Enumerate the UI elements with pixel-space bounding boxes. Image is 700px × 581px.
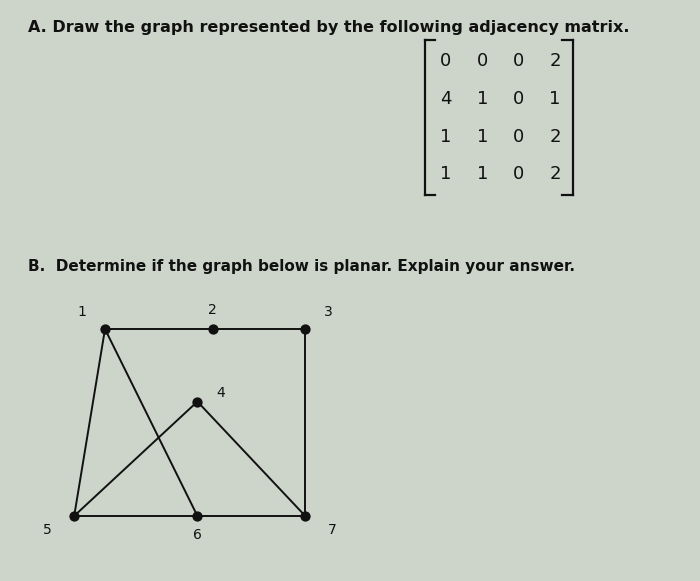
Text: 7: 7 [328,523,337,537]
Text: 1: 1 [477,90,488,107]
Point [192,397,203,406]
Text: 1: 1 [550,90,561,107]
Point [192,511,203,521]
Text: 1: 1 [477,166,488,183]
Text: B.  Determine if the graph below is planar. Explain your answer.: B. Determine if the graph below is plana… [28,259,575,274]
Text: 1: 1 [477,128,488,145]
Text: 1: 1 [440,128,452,145]
Text: 0: 0 [440,52,452,70]
Text: 2: 2 [550,52,561,70]
Text: 0: 0 [513,128,524,145]
Text: 0: 0 [513,166,524,183]
Point [300,511,311,521]
Text: 2: 2 [550,166,561,183]
Text: A. Draw the graph represented by the following adjacency matrix.: A. Draw the graph represented by the fol… [28,20,629,35]
Point [300,324,311,333]
Text: 0: 0 [477,52,488,70]
Text: 5: 5 [43,523,52,537]
Text: 0: 0 [513,90,524,107]
Text: 2: 2 [550,128,561,145]
Point [207,324,218,333]
Text: 0: 0 [513,52,524,70]
Text: 3: 3 [324,306,332,320]
Point [69,511,80,521]
Text: 1: 1 [440,166,452,183]
Text: 6: 6 [193,529,202,543]
Text: 4: 4 [440,90,452,107]
Text: 2: 2 [209,303,217,317]
Point [99,324,111,333]
Text: 1: 1 [78,306,86,320]
Text: 4: 4 [216,386,225,400]
